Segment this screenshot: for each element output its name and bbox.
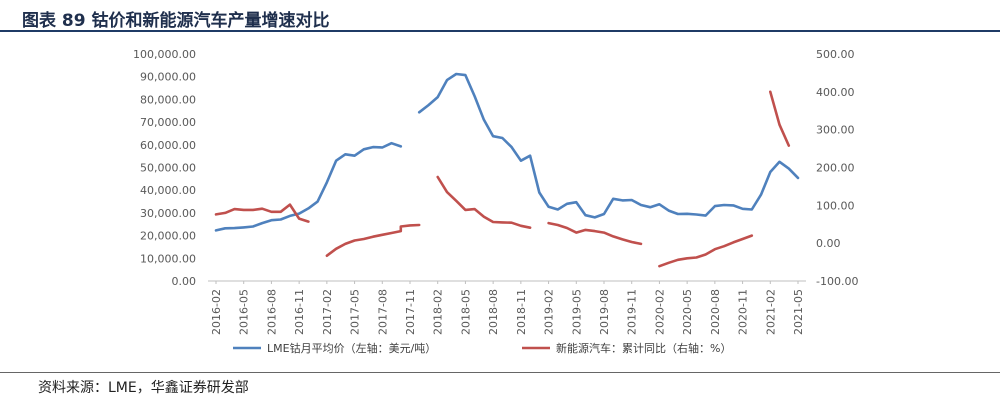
nev-growth-line (768, 90, 791, 147)
nev-growth-line (436, 175, 532, 229)
right-axis-tick-label: 500.00 (816, 48, 855, 61)
left-axis-tick-label: 20,000.00 (140, 230, 196, 243)
right-axis-tick-label: 200.00 (816, 162, 855, 175)
x-axis-tick-label: 2020-11 (737, 289, 750, 335)
x-axis-tick-label: 2019-08 (598, 289, 611, 335)
chart: 0.00 10,000.00 20,000.00 30,000.00 40,000.00… (133, 48, 858, 355)
left-axis-tick-label: 90,000.00 (140, 71, 196, 84)
x-axis-tick-label: 2017-02 (321, 289, 334, 335)
left-axis-tick-label: 60,000.00 (140, 139, 196, 152)
chart-axes: 0.00 10,000.00 20,000.00 30,000.00 40,000.00… (133, 48, 858, 335)
right-axis-tick-label: -100.00 (816, 275, 858, 288)
x-axis-tick-label: 2016-02 (210, 289, 223, 335)
x-axis-tick-label: 2018-02 (432, 289, 445, 335)
x-axis-tick-label: 2020-08 (709, 289, 722, 335)
left-axis-tick-label: 50,000.00 (140, 162, 196, 175)
title-divider (0, 30, 1000, 32)
x-axis-tick-label: 2019-05 (570, 289, 583, 335)
source-note: 资料来源：LME，华鑫证券研发部 (38, 380, 249, 396)
right-axis-tick-label: 400.00 (816, 86, 855, 99)
left-axis-tick-label: 70,000.00 (140, 116, 196, 129)
x-axis-tick-label: 2018-11 (515, 289, 528, 335)
right-axis-tick-label: 0.00 (816, 237, 841, 250)
x-axis-tick-label: 2019-02 (543, 289, 556, 335)
nev-growth-line (214, 203, 310, 223)
x-axis-tick-label: 2016-05 (238, 289, 251, 335)
cobalt-price-line (214, 141, 403, 232)
left-axis-tick-label: 100,000.00 (133, 48, 196, 61)
left-axis-tick-label: 10,000.00 (140, 252, 196, 265)
left-axis-tick-label: 80,000.00 (140, 93, 196, 106)
x-axis-tick-label: 2016-11 (293, 289, 306, 335)
left-axis-tick-label: 0.00 (172, 275, 197, 288)
x-axis-tick-label: 2016-08 (265, 289, 278, 335)
nev-growth-line (325, 223, 421, 257)
right-axis-tick-label: 300.00 (816, 124, 855, 137)
x-axis-tick-label: 2018-05 (459, 289, 472, 335)
x-axis-tick-label: 2021-02 (764, 289, 777, 335)
x-axis-tick-label: 2019-11 (626, 289, 639, 335)
x-axis-tick-label: 2017-11 (404, 289, 417, 335)
chart-legend: LME钴月平均价（左轴：美元/吨） 新能源汽车：累计同比（右轴：%） (233, 341, 731, 355)
nev-growth-line (658, 234, 754, 268)
x-axis-tick-label: 2020-05 (681, 289, 694, 335)
cobalt-price-line (417, 72, 800, 219)
right-axis-tick-label: 100.00 (816, 199, 855, 212)
left-axis-tick-label: 30,000.00 (140, 207, 196, 220)
legend-label: 新能源汽车：累计同比（右轴：%） (556, 341, 731, 355)
left-axis-tick-label: 40,000.00 (140, 184, 196, 197)
x-axis-tick-label: 2017-05 (349, 289, 362, 335)
x-axis-tick-label: 2021-05 (792, 289, 805, 335)
x-axis-tick-label: 2017-08 (376, 289, 389, 335)
x-axis-tick-label: 2020-02 (653, 289, 666, 335)
x-axis-tick-label: 2018-08 (487, 289, 500, 335)
nev-growth-line (547, 221, 643, 246)
figure-title: 图表 89 钴价和新能源汽车产量增速对比 (22, 11, 330, 31)
source-divider (0, 372, 1000, 373)
chart-series (214, 72, 800, 268)
legend-label: LME钴月平均价（左轴：美元/吨） (267, 341, 436, 355)
